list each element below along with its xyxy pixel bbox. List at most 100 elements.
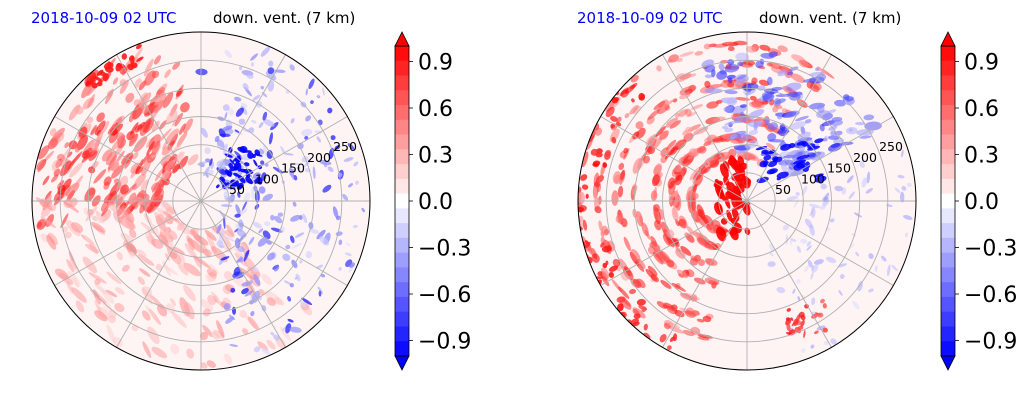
field-cell [671,282,686,292]
field-cell [643,155,651,164]
field-cell [204,147,211,155]
colorbar-tick-label: 0.0 [964,190,999,215]
field-cell [146,141,155,156]
field-cell [219,232,232,247]
field-cell [806,245,812,251]
field-cell [718,63,725,71]
field-cell [703,141,712,147]
colorbar-tick-label: −0.6 [418,283,471,308]
field-cell [693,231,700,238]
field-cell [674,174,683,186]
field-cell [193,255,211,269]
field-cell [290,117,295,124]
field-cell [694,277,706,285]
field-cell [206,360,216,368]
field-cell [600,231,605,238]
field-cell [187,154,199,166]
field-cell [290,214,301,222]
field-cell [591,253,600,263]
field-cell [163,168,171,181]
field-cell [220,204,233,208]
field-cell [830,119,844,126]
field-cell [848,128,853,132]
field-cell [798,145,806,152]
field-cell [101,120,110,134]
field-cell [107,122,119,135]
field-cell [739,104,748,108]
field-cell [84,243,100,254]
field-cell [136,249,147,257]
field-cell [647,108,660,120]
field-cell [50,174,59,183]
field-cell [656,65,662,72]
field-cell [209,263,220,274]
field-cell [296,166,301,170]
colorbar-level [941,341,955,357]
field-cell [874,265,878,272]
field-cell [759,44,771,51]
field-cell [597,271,603,277]
field-cell [679,51,694,57]
field-cell [718,157,727,162]
field-cell [316,264,324,269]
field-cell [88,272,107,284]
field-cell [157,303,168,317]
field-cell [265,71,277,81]
radial-tick-label: 200 [307,150,331,165]
field-cell [689,257,699,266]
field-cell [35,197,53,211]
field-cell [759,58,765,65]
field-cell [726,96,738,106]
field-cell [322,184,332,193]
field-cell [250,62,255,67]
field-cell [226,170,231,177]
field-cell [242,328,249,335]
field-cell [679,92,691,100]
field-cell [822,303,827,309]
field-cell [115,287,125,295]
field-cell [347,143,355,150]
field-cell [616,303,624,312]
field-cell [269,132,273,145]
field-cell [748,129,759,136]
field-cell [234,150,243,160]
field-cell [62,200,80,213]
field-cell [790,238,797,242]
polar-grid [32,32,370,370]
field-cell [112,123,123,136]
right-panel: 2018-10-09 02 UTC down. vent. (7 km) 50 1… [546,0,1036,401]
field-cell [267,67,275,75]
field-cell [669,146,679,156]
field-cell [141,158,152,176]
field-cell [706,161,720,169]
field-cell [796,245,801,253]
field-cell [51,127,65,142]
field-cell [697,334,714,339]
field-cell [244,290,254,297]
field-cell [121,205,135,223]
field-cell [184,301,195,320]
field-cell [130,197,140,208]
colorbar-extend-min [940,355,956,371]
field-cell [679,112,686,118]
field-cell [272,334,280,341]
field-cell [806,240,812,247]
field-cell [582,219,588,231]
field-cell [786,195,799,201]
field-cell [723,106,734,113]
field-cell [202,308,211,317]
colorbar: 0.9 0.6 0.3 0.0 −0.3 −0.6 −0.9 [940,31,1017,371]
field-cell [694,175,703,187]
field-cell [581,151,589,168]
field-cell [224,353,233,365]
field-cell [219,133,231,137]
field-cell [258,186,266,194]
field-cell [250,53,259,61]
field-cell [817,104,825,113]
field-cell [800,314,806,321]
field-cell [93,169,107,184]
field-cell [103,62,114,70]
field-cell [673,164,680,174]
field-cell [166,303,176,314]
field-cell [742,59,756,66]
